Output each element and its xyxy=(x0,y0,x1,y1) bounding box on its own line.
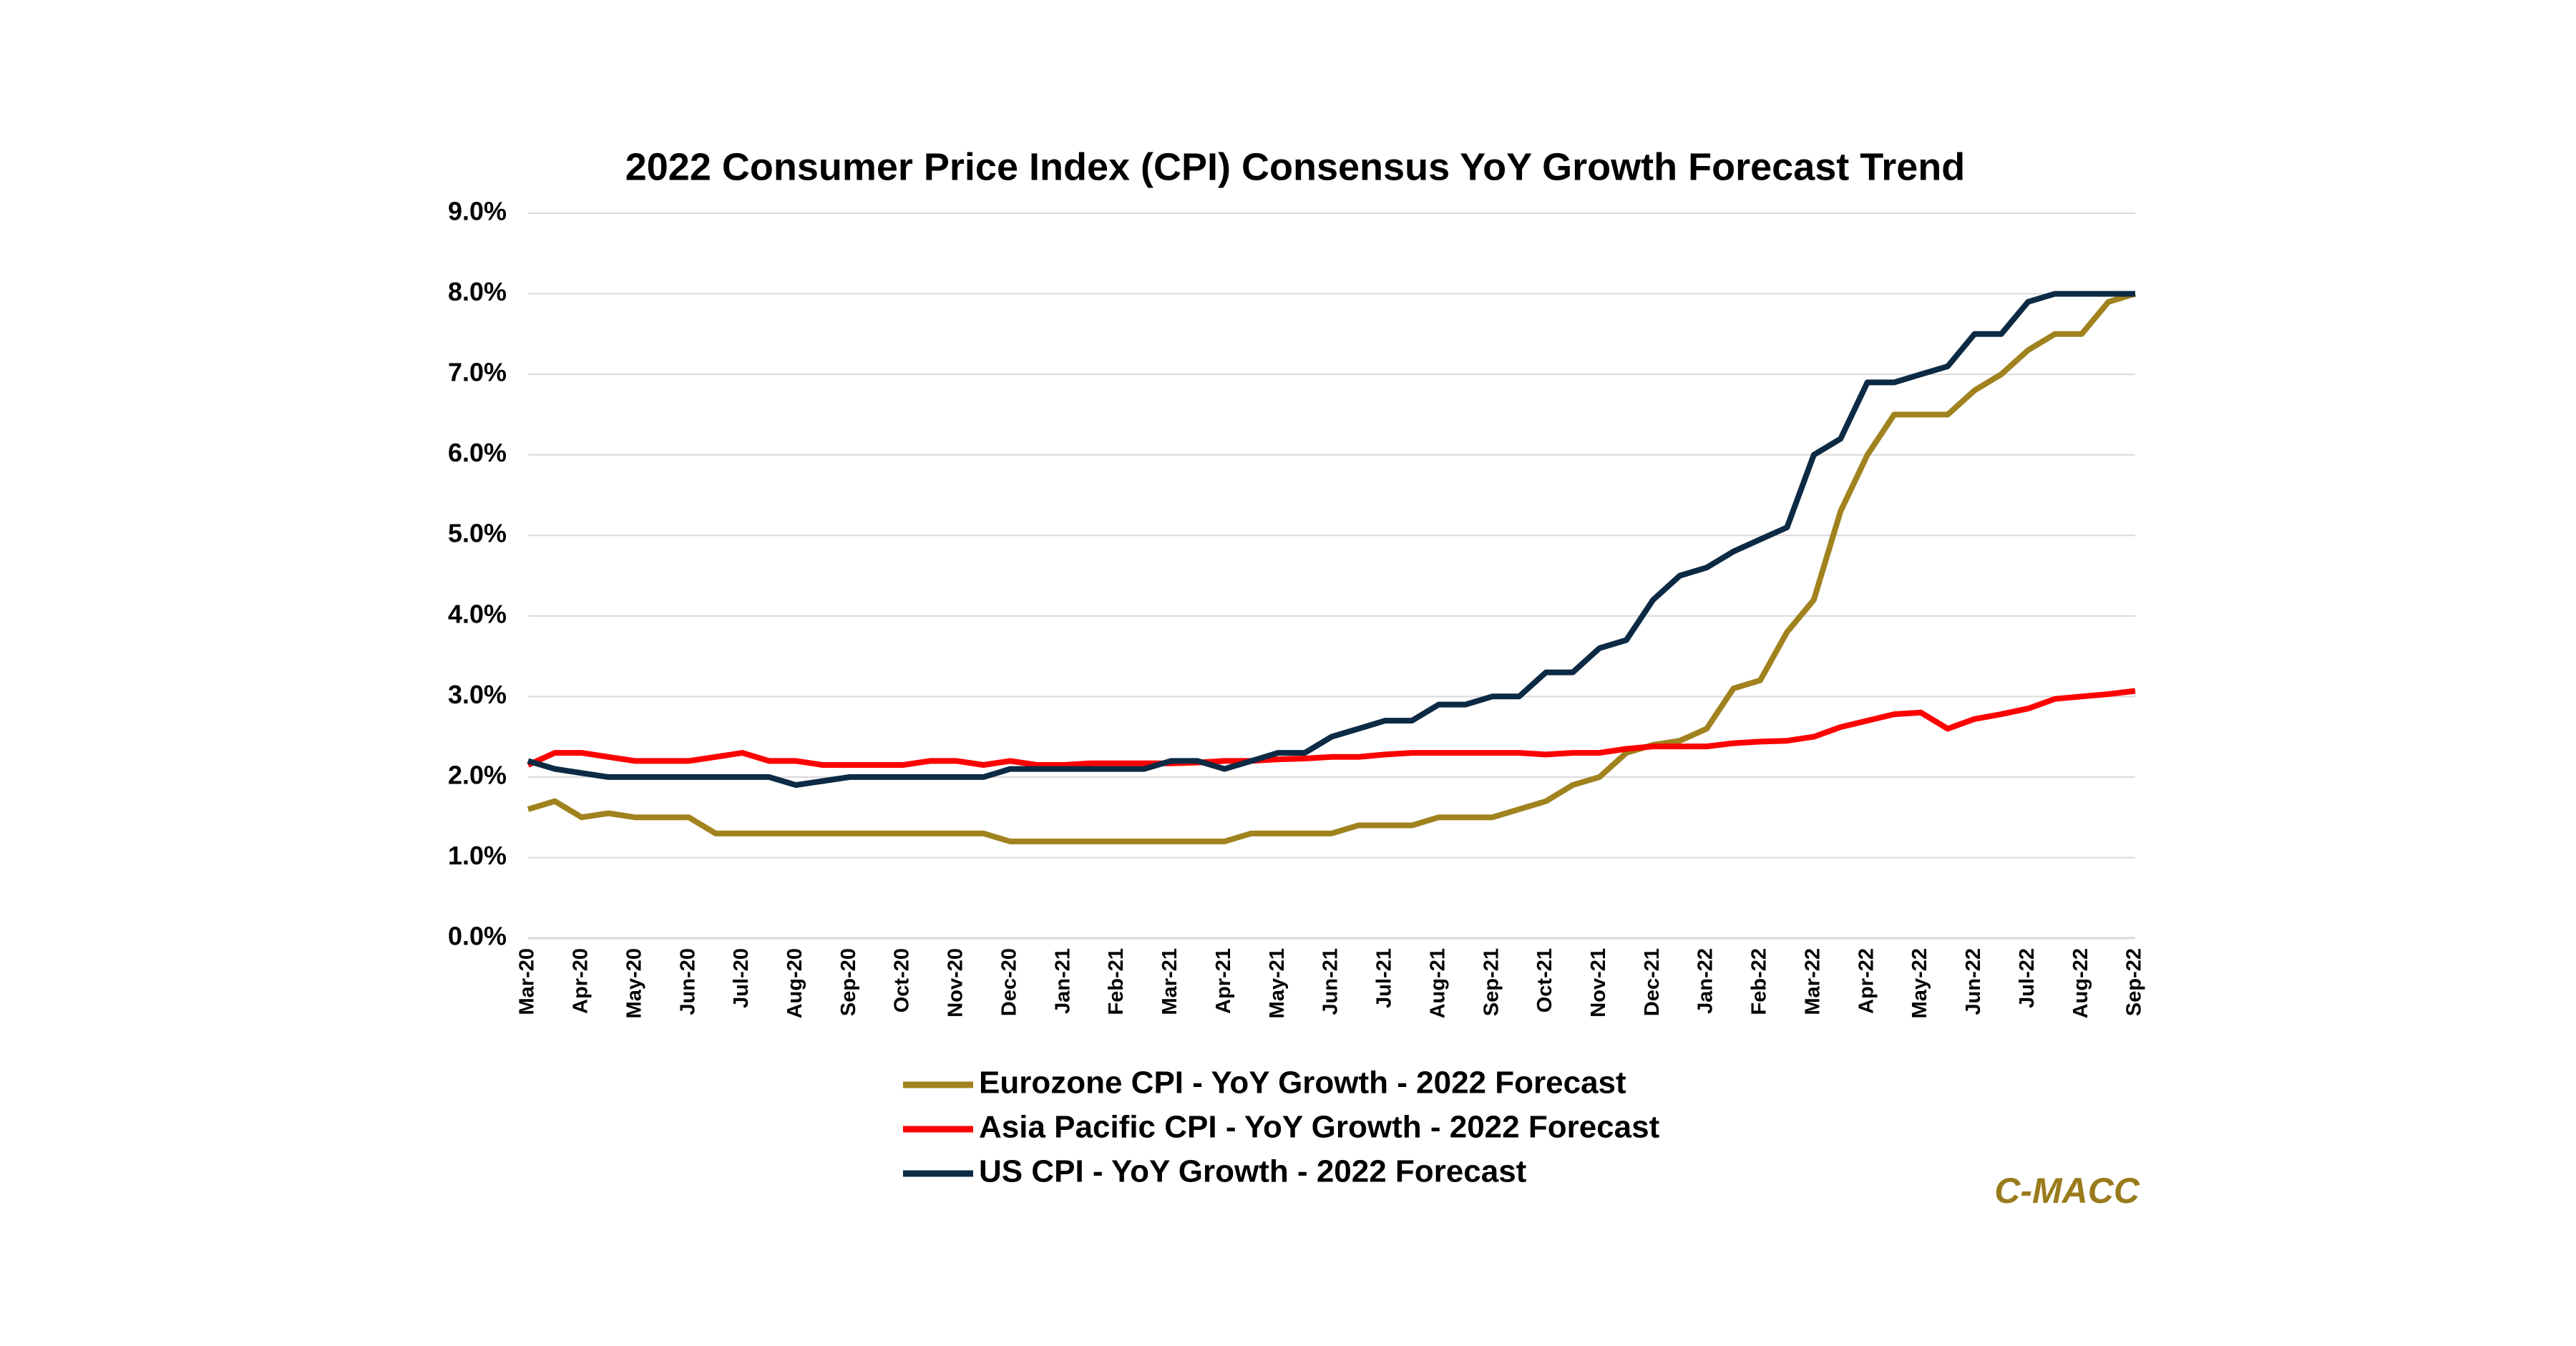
x-tick-label: Oct-21 xyxy=(1533,948,1556,1013)
y-tick-label: 2.0% xyxy=(448,760,507,789)
series-line xyxy=(527,688,2136,768)
x-tick-label: Sep-22 xyxy=(2123,948,2146,1016)
y-tick-label: 9.0% xyxy=(448,197,507,226)
legend-label: Eurozone CPI - YoY Growth - 2022 Forecas… xyxy=(979,1065,1626,1101)
x-tick-label: Sep-20 xyxy=(837,948,860,1016)
x-tick-label: Jul-21 xyxy=(1373,948,1396,1008)
y-tick-label: 8.0% xyxy=(448,277,507,306)
x-tick-label: Jan-22 xyxy=(1694,948,1717,1014)
x-tick-label: May-20 xyxy=(623,948,645,1018)
x-tick-label: Feb-22 xyxy=(1748,948,1771,1015)
x-tick-label: Aug-21 xyxy=(1426,948,1449,1018)
y-tick-label: 4.0% xyxy=(448,599,507,628)
x-tick-label: Aug-22 xyxy=(2069,948,2092,1018)
x-tick-label: Apr-21 xyxy=(1212,948,1235,1014)
x-tick-label: Sep-21 xyxy=(1480,948,1503,1016)
series-line xyxy=(527,291,2135,789)
legend-label: US CPI - YoY Growth - 2022 Forecast xyxy=(979,1154,1527,1189)
x-tick-label: Mar-21 xyxy=(1158,948,1181,1015)
x-tick-label: Feb-21 xyxy=(1105,948,1128,1015)
x-tick-label: Dec-21 xyxy=(1641,948,1664,1016)
x-tick-label: Dec-20 xyxy=(997,948,1020,1016)
x-tick-label: Jun-21 xyxy=(1319,948,1342,1015)
x-tick-label: Jul-22 xyxy=(2016,948,2039,1008)
x-tick-label: Mar-22 xyxy=(1801,948,1824,1015)
x-tick-label: Jun-22 xyxy=(1962,948,1985,1015)
x-tick-label: Apr-20 xyxy=(570,948,592,1014)
x-tick-label: Apr-22 xyxy=(1855,948,1878,1014)
y-tick-label: 3.0% xyxy=(448,680,507,709)
x-tick-label: Jul-20 xyxy=(730,948,753,1008)
x-tick-label: May-21 xyxy=(1266,948,1289,1018)
x-tick-label: Nov-21 xyxy=(1587,948,1610,1018)
x-tick-label: May-22 xyxy=(1908,948,1931,1018)
series-line xyxy=(527,291,2137,844)
y-tick-label: 0.0% xyxy=(448,922,507,951)
x-tick-label: Aug-20 xyxy=(784,948,806,1018)
x-tick-label: Mar-20 xyxy=(516,948,539,1015)
y-tick-label: 1.0% xyxy=(448,841,507,870)
x-tick-label: Nov-20 xyxy=(945,948,967,1018)
watermark: C-MACC xyxy=(1994,1171,2140,1211)
x-tick-label: Jan-21 xyxy=(1051,948,1074,1014)
y-tick-label: 7.0% xyxy=(448,358,507,387)
x-tick-label: Jun-20 xyxy=(676,948,699,1015)
legend-label: Asia Pacific CPI - YoY Growth - 2022 For… xyxy=(979,1110,1660,1145)
y-tick-label: 5.0% xyxy=(448,519,507,548)
x-tick-label: Oct-20 xyxy=(891,948,914,1013)
chart-title: 2022 Consumer Price Index (CPI) Consensu… xyxy=(625,145,1966,188)
y-tick-label: 6.0% xyxy=(448,438,507,467)
